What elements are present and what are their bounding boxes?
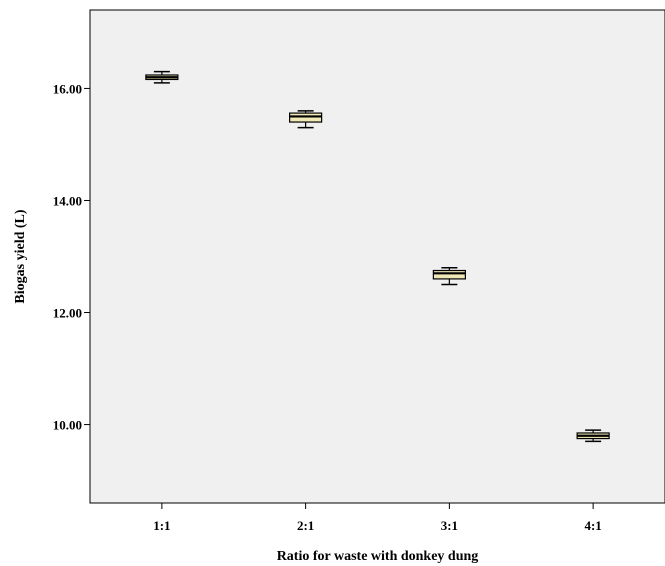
y-tick-label: 14.00 <box>53 193 82 208</box>
x-axis: 1:1 2:1 3:1 4:1 <box>153 503 602 533</box>
y-tick-label: 10.00 <box>53 418 82 433</box>
y-tick-label: 16.00 <box>53 81 82 96</box>
box-1-1 <box>145 70 179 84</box>
y-axis: 10.00 12.00 14.00 16.00 <box>53 81 90 433</box>
boxes <box>145 70 610 443</box>
x-tick-label: 1:1 <box>153 518 170 533</box>
iqr-box <box>289 112 323 123</box>
x-axis-title: Ratio for waste with donkey dung <box>277 549 479 564</box>
box-3-1 <box>432 266 466 286</box>
y-axis-title: Biogas yield (L) <box>13 209 28 303</box>
box-2-1 <box>289 110 323 129</box>
x-tick-label: 4:1 <box>584 518 601 533</box>
x-tick-label: 3:1 <box>441 518 458 533</box>
plot-area <box>89 9 665 504</box>
y-tick-label: 12.00 <box>53 306 82 321</box>
x-tick-label: 2:1 <box>297 518 314 533</box>
iqr-box <box>432 269 466 280</box>
box-4-1 <box>576 429 610 443</box>
